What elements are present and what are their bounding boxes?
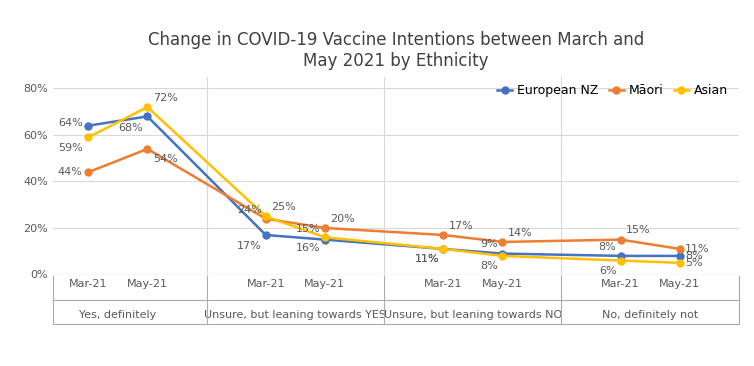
Title: Change in COVID-19 Vaccine Intentions between March and
May 2021 by Ethnicity: Change in COVID-19 Vaccine Intentions be… xyxy=(148,31,644,70)
Text: 59%: 59% xyxy=(58,143,83,153)
Text: 16%: 16% xyxy=(296,243,320,253)
European NZ xyxy=(616,254,625,258)
Māori xyxy=(439,233,448,237)
Text: 64%: 64% xyxy=(58,118,83,128)
Text: 15%: 15% xyxy=(626,225,651,235)
European NZ xyxy=(498,251,507,256)
Text: 25%: 25% xyxy=(271,202,296,212)
Text: 11%: 11% xyxy=(415,254,439,265)
Text: 72%: 72% xyxy=(153,93,178,103)
Text: Unsure, but leaning towards YES: Unsure, but leaning towards YES xyxy=(204,310,386,320)
Text: 44%: 44% xyxy=(58,167,83,177)
Text: 8%: 8% xyxy=(599,242,617,252)
Line: Māori: Māori xyxy=(84,145,683,253)
Text: 17%: 17% xyxy=(237,240,262,251)
Asian xyxy=(676,261,685,265)
Māori xyxy=(143,147,152,151)
Māori xyxy=(320,226,329,230)
Asian xyxy=(616,258,625,263)
Māori xyxy=(261,217,270,221)
Text: 11%: 11% xyxy=(415,254,439,265)
Text: 6%: 6% xyxy=(599,266,617,276)
Asian xyxy=(320,235,329,239)
Asian xyxy=(261,214,270,219)
European NZ xyxy=(84,123,93,128)
Legend: European NZ, Māori, Asian: European NZ, Māori, Asian xyxy=(492,79,733,102)
Māori xyxy=(616,238,625,242)
European NZ xyxy=(439,247,448,251)
Text: Unsure, but leaning towards NO: Unsure, but leaning towards NO xyxy=(384,310,562,320)
Text: 8%: 8% xyxy=(685,251,703,261)
Māori xyxy=(498,240,507,244)
Asian xyxy=(439,247,448,251)
Text: 15%: 15% xyxy=(296,224,320,234)
European NZ xyxy=(261,233,270,237)
European NZ xyxy=(676,254,685,258)
Text: 17%: 17% xyxy=(449,221,474,231)
Text: No, definitely not: No, definitely not xyxy=(602,310,698,320)
Text: 20%: 20% xyxy=(330,214,355,224)
Māori xyxy=(676,247,685,251)
Text: 11%: 11% xyxy=(685,244,710,254)
Line: Asian: Asian xyxy=(84,104,683,266)
Asian xyxy=(143,105,152,109)
Māori xyxy=(84,170,93,174)
Asian xyxy=(498,254,507,258)
Text: 54%: 54% xyxy=(153,154,178,164)
Text: 68%: 68% xyxy=(118,123,143,133)
Asian xyxy=(84,135,93,139)
Text: 9%: 9% xyxy=(480,239,498,249)
Text: 14%: 14% xyxy=(508,228,532,238)
Text: 24%: 24% xyxy=(237,205,262,214)
European NZ xyxy=(320,238,329,242)
Text: 5%: 5% xyxy=(685,258,703,268)
European NZ xyxy=(143,114,152,119)
Line: European NZ: European NZ xyxy=(84,113,683,259)
Text: Yes, definitely: Yes, definitely xyxy=(79,310,157,320)
Text: 8%: 8% xyxy=(480,261,498,272)
